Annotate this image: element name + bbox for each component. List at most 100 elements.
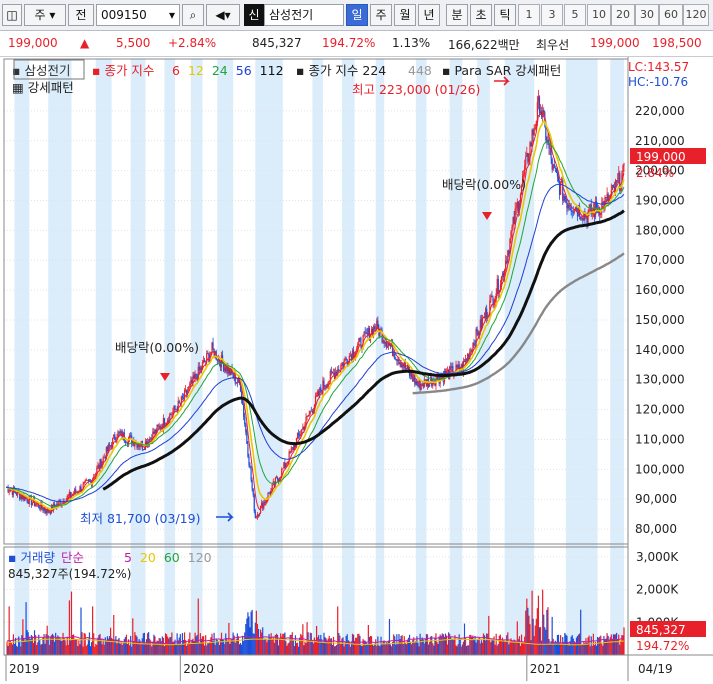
shade-band-16 bbox=[610, 59, 624, 655]
candle-body bbox=[483, 316, 486, 319]
period-button-2[interactable]: 월 bbox=[394, 4, 416, 26]
interval-button-20[interactable]: 20 bbox=[611, 4, 635, 26]
volume-bar bbox=[56, 637, 58, 655]
candle-body bbox=[490, 295, 492, 301]
market-select[interactable]: 주 ▾ bbox=[24, 4, 66, 26]
candle-body bbox=[552, 164, 554, 170]
volume-bar bbox=[402, 643, 404, 655]
candle-body bbox=[265, 500, 267, 503]
prev-button[interactable]: 전 bbox=[68, 4, 94, 26]
candle-body bbox=[595, 201, 598, 209]
volume-legend: ▪ 거래량 단순 bbox=[8, 550, 84, 565]
interval-button-1[interactable]: 1 bbox=[518, 4, 540, 26]
volume-bar bbox=[467, 645, 469, 655]
candle-body bbox=[410, 371, 412, 376]
volume-bar bbox=[543, 614, 545, 655]
current-price: 199,000 bbox=[8, 36, 58, 50]
legend-ma-periods: 6 12 24 56 112 bbox=[172, 63, 284, 78]
stock-chart[interactable]: 80,000 90,000 100,000 110,000 120,000 130,000… bbox=[0, 57, 713, 681]
candle-body bbox=[19, 492, 21, 500]
volume-bar bbox=[238, 644, 241, 655]
volume-bar bbox=[454, 635, 456, 655]
interval-button-30[interactable]: 30 bbox=[635, 4, 659, 26]
volume-bar bbox=[382, 641, 384, 655]
volume-bar bbox=[212, 640, 214, 655]
volume-bar bbox=[101, 644, 103, 655]
volume-bar bbox=[491, 638, 493, 655]
candle-body bbox=[225, 367, 227, 372]
volume-bar bbox=[342, 637, 344, 655]
search-icon[interactable]: ⌕ bbox=[182, 4, 204, 26]
volume-bar bbox=[338, 632, 340, 655]
ma-line-12 bbox=[6, 120, 625, 511]
candle-body bbox=[325, 385, 327, 387]
volume-bar bbox=[408, 634, 411, 655]
candle-body bbox=[601, 202, 603, 214]
period-button-4[interactable]: 분 bbox=[446, 4, 468, 26]
interval-button-60[interactable]: 60 bbox=[659, 4, 683, 26]
volume-bar bbox=[325, 638, 327, 655]
volume-bar bbox=[332, 636, 335, 655]
candle-body bbox=[563, 196, 565, 201]
volume-bar bbox=[300, 634, 302, 655]
code-input[interactable]: 009150 ▾ bbox=[96, 4, 180, 26]
volume-bar bbox=[308, 641, 310, 655]
volume-bar bbox=[548, 639, 550, 655]
period-button-0[interactable]: 일 bbox=[346, 4, 368, 26]
candle-body bbox=[24, 497, 26, 501]
interval-button-120[interactable]: 120 bbox=[683, 4, 709, 26]
candle-body bbox=[29, 496, 31, 498]
period-button-1[interactable]: 주 bbox=[370, 4, 392, 26]
volume-bar bbox=[314, 640, 317, 655]
candle-body bbox=[46, 508, 48, 514]
candle-body bbox=[95, 472, 97, 477]
volume-bar bbox=[39, 639, 41, 655]
volume-bar bbox=[49, 636, 51, 655]
volume-bar bbox=[268, 634, 270, 655]
volume-bar bbox=[520, 634, 523, 655]
volume-bar bbox=[538, 627, 541, 655]
layout-icon[interactable]: ◫ bbox=[2, 4, 22, 26]
volume-bar bbox=[251, 609, 253, 655]
volume-bar bbox=[70, 591, 73, 655]
y-tick-label: 80,000 bbox=[635, 522, 677, 536]
period-button-6[interactable]: 틱 bbox=[494, 4, 516, 26]
candle-body bbox=[206, 353, 208, 362]
volume-bar bbox=[424, 638, 426, 655]
speaker-icon[interactable]: ◀▾ bbox=[206, 4, 240, 26]
volume-bar bbox=[506, 635, 508, 655]
candle-body bbox=[99, 459, 101, 469]
candle-body bbox=[125, 442, 128, 444]
candle-body bbox=[305, 416, 307, 425]
volume-bar bbox=[612, 634, 615, 655]
candle-body bbox=[85, 480, 87, 481]
candle-body bbox=[387, 343, 390, 347]
candle-body bbox=[376, 320, 378, 330]
interval-button-5[interactable]: 5 bbox=[564, 4, 586, 26]
interval-button-3[interactable]: 3 bbox=[541, 4, 563, 26]
candle-body bbox=[401, 364, 403, 368]
volume-bar bbox=[534, 625, 536, 655]
candle-body bbox=[84, 480, 86, 483]
y-tick-label: 130,000 bbox=[635, 373, 685, 387]
candle-body bbox=[389, 344, 392, 347]
candle-body bbox=[614, 180, 617, 192]
volume-bar bbox=[563, 641, 565, 655]
interval-button-10[interactable]: 10 bbox=[587, 4, 611, 26]
legend-stock-box[interactable] bbox=[13, 59, 85, 80]
candle-body bbox=[251, 480, 253, 489]
volume-bar bbox=[365, 642, 367, 655]
candle-body bbox=[189, 383, 191, 387]
volume-bar bbox=[560, 635, 562, 655]
volume-bar bbox=[321, 639, 323, 655]
candle-body bbox=[58, 501, 60, 506]
candle-body bbox=[510, 231, 512, 240]
chart-area[interactable]: 80,000 90,000 100,000 110,000 120,000 130,000… bbox=[0, 57, 713, 681]
period-button-5[interactable]: 초 bbox=[470, 4, 492, 26]
candle-body bbox=[470, 350, 472, 352]
candle-body bbox=[581, 218, 583, 220]
candle-body bbox=[337, 369, 339, 375]
volume-bar bbox=[48, 644, 50, 655]
period-button-3[interactable]: 년 bbox=[418, 4, 440, 26]
candle-body bbox=[352, 350, 355, 357]
